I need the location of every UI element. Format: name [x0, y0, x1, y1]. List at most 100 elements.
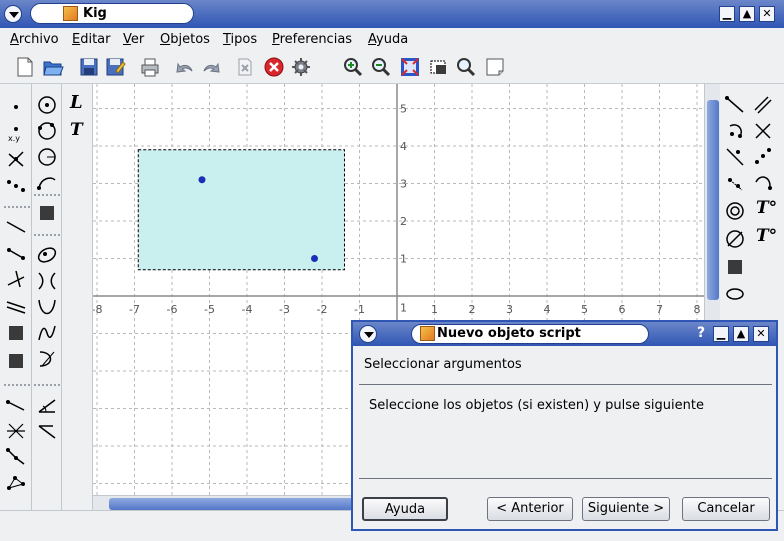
new-document-icon[interactable] — [14, 56, 36, 78]
transform-x-icon[interactable] — [752, 120, 774, 142]
polyline-tool-icon[interactable] — [5, 446, 27, 468]
dialog-title-pill: Nuevo objeto script — [411, 324, 649, 344]
circle-radius-icon[interactable] — [36, 146, 58, 168]
left-tools-pane-1: x.y — [0, 84, 32, 510]
filled-polygon-icon[interactable] — [5, 350, 27, 372]
x-tick-label: -4 — [242, 303, 253, 316]
maximize-button[interactable]: ▲ — [739, 6, 755, 22]
x-tick-label: 4 — [544, 303, 551, 316]
circle-slash-icon[interactable] — [724, 228, 746, 250]
menu-archivo[interactable]: Archivo — [10, 32, 59, 47]
zoom-out-icon[interactable] — [370, 56, 392, 78]
midpoint-tool-icon[interactable] — [5, 174, 27, 196]
circle-inversion-icon[interactable] — [724, 200, 746, 222]
point-by-coordinates-icon[interactable]: x.y — [5, 122, 27, 144]
x-tick-label: 2 — [469, 303, 476, 316]
x-tick-label: -3 — [279, 303, 290, 316]
select-area-icon[interactable] — [428, 56, 450, 78]
help-button[interactable]: Ayuda — [362, 497, 448, 521]
dialog-close-button[interactable]: ✕ — [753, 326, 769, 342]
horizontal-scroll-thumb[interactable] — [109, 498, 353, 510]
settings-gear-icon[interactable] — [290, 56, 312, 78]
print-icon[interactable] — [139, 56, 161, 78]
dialog-divider-bottom — [359, 478, 772, 479]
text-label-icon[interactable]: T° — [756, 198, 778, 218]
x-tick-label: -1 — [354, 303, 365, 316]
kig-app-icon — [63, 6, 78, 21]
y-tick-label: 3 — [400, 178, 407, 191]
homothety-icon[interactable] — [724, 172, 746, 194]
polygon-vertices-icon[interactable] — [5, 472, 27, 494]
menu-editar[interactable]: Editar — [72, 32, 111, 47]
window-menu-button[interactable] — [4, 5, 22, 23]
dialog-title: Nuevo objeto script — [437, 326, 581, 341]
vector-tool-icon[interactable] — [5, 394, 27, 416]
rotation-icon[interactable] — [724, 120, 746, 142]
menu-tipos[interactable]: Tipos — [223, 32, 258, 47]
fit-to-screen-icon[interactable] — [399, 56, 421, 78]
text-label-2-icon[interactable]: T° — [756, 226, 778, 246]
x-tick-label: 7 — [656, 303, 663, 316]
vertical-scrollbar[interactable] — [704, 84, 720, 320]
circle-three-points-icon[interactable] — [36, 120, 58, 142]
point-tool-icon[interactable] — [5, 96, 27, 118]
angle-bisector-icon[interactable] — [5, 420, 27, 442]
dialog-minimize-button[interactable]: ▁ — [713, 326, 729, 342]
intersection-tool-icon[interactable] — [5, 148, 27, 170]
polygon-tool-icon[interactable] — [5, 322, 27, 344]
circle-center-point-icon[interactable] — [36, 94, 58, 116]
rotate-arc-icon[interactable] — [752, 172, 774, 194]
parallel-tool-icon[interactable] — [5, 294, 27, 316]
cancel-icon[interactable] — [263, 56, 285, 78]
svg-text:x.y: x.y — [8, 134, 20, 143]
conic-tool-icon[interactable] — [36, 244, 58, 266]
perpendicular-tool-icon[interactable] — [5, 268, 27, 290]
next-button[interactable]: Siguiente > — [582, 497, 670, 521]
ray-tool-icon[interactable] — [724, 94, 746, 116]
cubic-curve-icon[interactable] — [36, 322, 58, 344]
reflection-line-icon[interactable] — [724, 146, 746, 168]
zoom-area-icon[interactable] — [455, 56, 477, 78]
back-button[interactable]: < Anterior — [487, 497, 573, 521]
save-icon[interactable] — [78, 56, 100, 78]
help-question-icon[interactable]: ? — [696, 325, 706, 341]
open-folder-icon[interactable] — [42, 56, 64, 78]
angle-tool-icon[interactable] — [36, 394, 58, 416]
menu-ayuda[interactable]: Ayuda — [368, 32, 409, 47]
menu-objetos[interactable]: Objetos — [160, 32, 210, 47]
parabola-tool-icon[interactable] — [36, 296, 58, 318]
undo-icon[interactable] — [174, 56, 196, 78]
hyperbola-tool-icon[interactable] — [36, 270, 58, 292]
horizontal-scrollbar[interactable] — [93, 495, 353, 511]
redo-icon[interactable] — [200, 56, 222, 78]
dot-pattern-icon[interactable] — [752, 146, 774, 168]
export-page-icon[interactable] — [484, 56, 506, 78]
arc-tool-icon[interactable] — [36, 172, 58, 194]
cancel-button[interactable]: Cancelar — [682, 497, 770, 521]
y-tick-label: 5 — [400, 103, 407, 116]
window-titlebar[interactable]: Kig ▁ ▲ ✕ — [0, 0, 784, 28]
minimize-button[interactable]: ▁ — [719, 6, 735, 22]
zoom-in-icon[interactable] — [342, 56, 364, 78]
text-tool-icon[interactable]: T — [70, 120, 83, 140]
dialog-menu-button[interactable] — [359, 325, 377, 343]
dialog-maximize-button[interactable]: ▲ — [733, 326, 749, 342]
menu-preferencias[interactable]: Preferencias — [272, 32, 353, 47]
dialog-titlebar[interactable]: Nuevo objeto script ? ▁ ▲ ✕ — [353, 322, 776, 346]
window-title: Kig — [83, 6, 107, 21]
close-button[interactable]: ✕ — [759, 6, 775, 22]
save-as-icon[interactable] — [104, 56, 126, 78]
vertical-scroll-thumb[interactable] — [707, 100, 719, 300]
parallel-lines-icon[interactable] — [752, 94, 774, 116]
left-tools-pane-2 — [32, 84, 62, 510]
square-shape-icon[interactable] — [724, 256, 746, 278]
locus-tool-icon[interactable] — [36, 348, 58, 370]
ellipse-shape-icon[interactable] — [724, 282, 746, 304]
segment-tool-icon[interactable] — [5, 242, 27, 264]
delete-icon[interactable] — [234, 56, 256, 78]
angle-measure-icon[interactable] — [36, 420, 58, 442]
menu-ver[interactable]: Ver — [123, 32, 145, 47]
line-tool-icon[interactable] — [5, 216, 27, 238]
square-filled-icon[interactable] — [36, 202, 58, 224]
label-text-icon[interactable]: L — [70, 92, 83, 113]
